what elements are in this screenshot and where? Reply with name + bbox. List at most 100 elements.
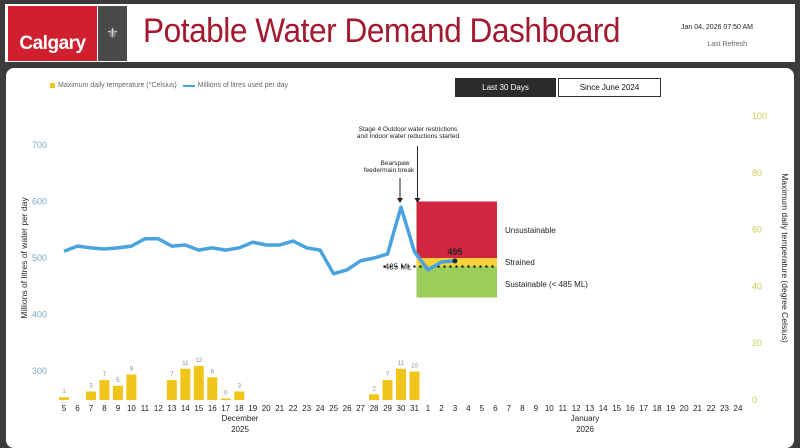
x-tick: 11 bbox=[141, 404, 150, 413]
x-tick: 1 bbox=[426, 404, 431, 413]
x-tick: 27 bbox=[356, 404, 365, 413]
x-tick: 19 bbox=[666, 404, 675, 413]
x-group-year: 2026 bbox=[576, 425, 594, 434]
temperature-bar bbox=[193, 365, 204, 400]
water-swatch bbox=[182, 84, 195, 87]
calgary-logo: Calgary bbox=[8, 6, 97, 61]
y-right-tick: 80 bbox=[752, 168, 762, 178]
temperature-bar bbox=[99, 380, 110, 400]
x-tick: 8 bbox=[102, 404, 107, 413]
temperature-bar bbox=[112, 385, 123, 400]
x-tick: 16 bbox=[626, 404, 635, 413]
annotation-bearspaw-2: feedermain break bbox=[364, 167, 415, 174]
x-tick: 5 bbox=[480, 404, 485, 413]
x-tick: 15 bbox=[194, 404, 203, 413]
x-tick: 10 bbox=[545, 404, 554, 413]
last-point bbox=[452, 258, 458, 264]
x-tick: 14 bbox=[599, 404, 608, 413]
refresh-timestamp: Jan 04, 2026 07:50 AM bbox=[681, 24, 753, 31]
since-june-2024-button[interactable]: Since June 2024 bbox=[558, 78, 661, 97]
y-right-tick: 20 bbox=[752, 338, 762, 348]
x-tick: 26 bbox=[343, 404, 352, 413]
x-tick: 8 bbox=[520, 404, 525, 413]
x-tick: 23 bbox=[720, 404, 729, 413]
temperature-label: 2 bbox=[372, 386, 376, 392]
x-group-label: December bbox=[222, 414, 259, 423]
temperature-label: 11 bbox=[398, 361, 405, 367]
x-group-label: January bbox=[571, 414, 599, 423]
temperature-bar bbox=[180, 368, 191, 400]
temperature-label: 3 bbox=[238, 383, 242, 389]
x-tick: 5 bbox=[62, 404, 67, 413]
band-label: Strained bbox=[505, 258, 535, 267]
y-left-tick: 600 bbox=[32, 197, 47, 207]
x-tick: 15 bbox=[612, 404, 621, 413]
arrow-head-icon bbox=[397, 198, 403, 203]
x-tick: 22 bbox=[289, 404, 298, 413]
temperature-label: 11 bbox=[182, 361, 189, 367]
y-right-label: Maximum daily temperature (degree Celsiu… bbox=[780, 173, 790, 343]
y-right-tick: 40 bbox=[752, 281, 762, 291]
annotation-stage4-2: and Indoor water reductions started bbox=[357, 133, 460, 140]
x-tick: 24 bbox=[316, 404, 325, 413]
x-tick: 23 bbox=[302, 404, 311, 413]
y-left-label: Millions of litres of water per day bbox=[19, 197, 29, 319]
x-tick: 17 bbox=[221, 404, 230, 413]
band-sustainable bbox=[416, 266, 497, 298]
last-30-days-button[interactable]: Last 30 Days bbox=[455, 78, 556, 97]
x-tick: 13 bbox=[167, 404, 176, 413]
x-tick: 7 bbox=[507, 404, 512, 413]
refresh-label: Last Refresh bbox=[707, 41, 747, 48]
temperature-label: 9 bbox=[130, 366, 134, 372]
temperature-label: 5 bbox=[116, 378, 120, 384]
x-tick: 17 bbox=[639, 404, 648, 413]
temperature-label: 7 bbox=[170, 372, 174, 378]
y-left-tick: 300 bbox=[32, 366, 47, 376]
x-tick: 2 bbox=[439, 404, 444, 413]
legend-water: Millions of litres used per day bbox=[197, 82, 288, 89]
x-tick: 4 bbox=[466, 404, 471, 413]
x-tick: 16 bbox=[208, 404, 217, 413]
y-left-tick: 700 bbox=[32, 140, 47, 150]
threshold-label: 485 ML bbox=[385, 262, 412, 271]
x-tick: 22 bbox=[707, 404, 716, 413]
x-tick: 20 bbox=[262, 404, 271, 413]
x-tick: 18 bbox=[653, 404, 662, 413]
x-tick: 25 bbox=[329, 404, 338, 413]
band-label: Unsustainable bbox=[505, 226, 556, 235]
temperature-bar bbox=[166, 380, 177, 400]
x-tick: 6 bbox=[75, 404, 80, 413]
temperature-bar bbox=[234, 391, 245, 400]
y-right-tick: 0 bbox=[752, 395, 757, 405]
temperature-bar bbox=[207, 377, 218, 400]
x-tick: 21 bbox=[693, 404, 702, 413]
temperature-label: 7 bbox=[386, 372, 390, 378]
x-tick: 28 bbox=[370, 404, 379, 413]
water-line bbox=[63, 205, 456, 276]
band-unsustainable bbox=[416, 201, 497, 258]
temperature-label: 7 bbox=[103, 372, 107, 378]
x-tick: 10 bbox=[127, 404, 136, 413]
temperature-label: 1 bbox=[62, 389, 66, 395]
temperature-label: 12 bbox=[195, 358, 202, 364]
x-tick: 19 bbox=[248, 404, 257, 413]
temperature-bar bbox=[126, 374, 137, 400]
annotation-stage4-1: Stage 4 Outdoor water restrictions bbox=[359, 126, 458, 133]
x-tick: 12 bbox=[154, 404, 163, 413]
y-left-tick: 500 bbox=[32, 253, 47, 263]
x-tick: 9 bbox=[116, 404, 121, 413]
coat-of-arms-icon: ⚜ bbox=[98, 6, 127, 61]
x-tick: 18 bbox=[235, 404, 244, 413]
temperature-bar bbox=[382, 380, 393, 400]
x-tick: 30 bbox=[397, 404, 406, 413]
y-right-tick: 60 bbox=[752, 225, 762, 235]
x-tick: 3 bbox=[453, 404, 458, 413]
page-title: Potable Water Demand Dashboard bbox=[143, 12, 621, 50]
band-label: Sustainable (< 485 ML) bbox=[505, 280, 588, 289]
x-tick: 20 bbox=[680, 404, 689, 413]
temperature-label: 8 bbox=[211, 369, 215, 375]
temperature-label: 0 bbox=[224, 391, 228, 397]
temperature-label: 10 bbox=[411, 364, 418, 370]
temperature-bar bbox=[85, 391, 96, 400]
